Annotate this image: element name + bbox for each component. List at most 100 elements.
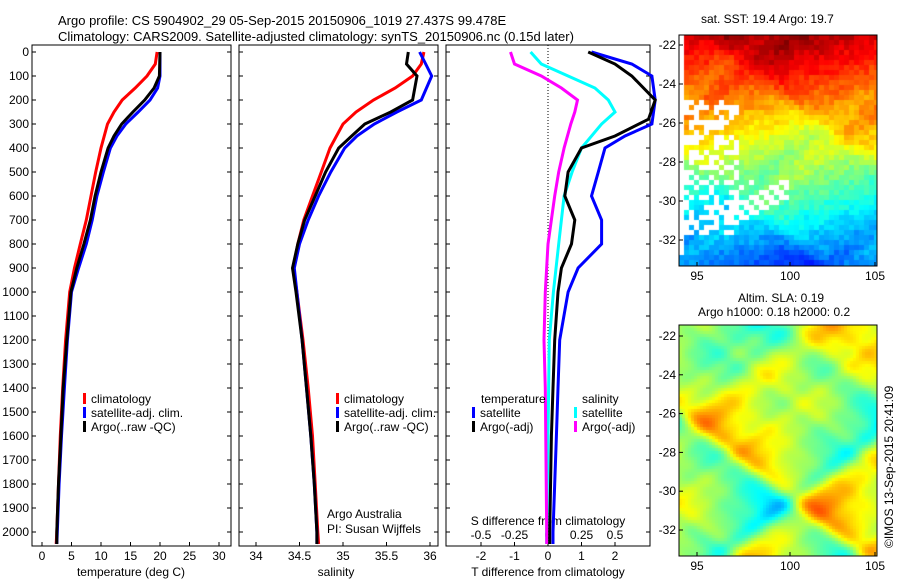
sst-map-title: sat. SST: 19.4 Argo: 19.7 [701, 12, 834, 26]
x-tick-label: 100 [780, 559, 800, 573]
x-axis-label: T difference from climatology [471, 565, 625, 579]
sla-map-image [679, 325, 877, 556]
x-tick-label: 30 [212, 549, 226, 563]
x-tick-label: 20 [153, 549, 167, 563]
legend-swatch [83, 393, 86, 404]
s-argo-line [509, 51, 580, 544]
y-tick-label: 1400 [2, 381, 29, 395]
legend-label: climatology [91, 392, 151, 406]
y-tick-label: 1100 [3, 309, 29, 323]
legend-swatch [336, 407, 339, 418]
y-tick-label: -26 [659, 407, 677, 421]
x-tick-label: 100 [780, 269, 800, 283]
x-tick-label: 95 [690, 559, 704, 573]
x-tick-label: 0 [545, 549, 552, 563]
y-tick-label: 600 [9, 189, 29, 203]
y-tick-label: -24 [659, 368, 677, 382]
legend-label: satellite [480, 406, 521, 420]
y-tick-label: 1200 [2, 333, 29, 347]
imos-credit: ©IMOS 13-Sep-2015 20:41:09 [882, 385, 896, 548]
x-tick-label: 35 [336, 549, 350, 563]
x-tick-label: 105 [865, 269, 885, 283]
sla-map-title1: Altim. SLA: 0.19 [738, 291, 824, 305]
x-tick-label: 95 [690, 269, 704, 283]
legend-label: Argo(..raw -QC) [344, 420, 429, 434]
map-axes-1: 95 100 105 -22 -24 -26 -28 -30 -32 [659, 324, 885, 573]
legend-swatch [83, 421, 86, 432]
y-tick-label: -22 [659, 38, 677, 52]
sla-map-title2: Argo h1000: 0.18 h2000: 0.2 [698, 305, 850, 319]
legend-title: temperature [481, 392, 546, 406]
x-tick-label: 15 [124, 549, 138, 563]
panel-temperature: 0 100 200 300 400 500 600 700 800 900 1000 1100 1200… [2, 44, 232, 547]
annotation: Argo Australia [327, 507, 402, 521]
legend-label: climatology [344, 392, 404, 406]
t-argo-line [548, 50, 657, 544]
y-tick-label: 200 [9, 93, 29, 107]
legend-label: satellite-adj. clim. [91, 406, 183, 420]
x-tick-label: -2 [476, 549, 487, 563]
y-tick-label: -22 [659, 329, 677, 343]
legend-swatch [83, 407, 86, 418]
annotation: PI: Susan Wijffels [327, 522, 421, 536]
y-tick-label: -24 [659, 77, 677, 91]
x-tick-label: 36 [423, 549, 437, 563]
y-tick-label: 2000 [2, 525, 29, 539]
y-tick-label: -28 [659, 445, 677, 459]
x-axis-label: temperature (deg C) [77, 565, 185, 579]
y-tick-label: 500 [9, 165, 29, 179]
legend-swatch [336, 421, 339, 432]
y-tick-label: 700 [9, 213, 29, 227]
salinity-line-2 [290, 51, 419, 544]
map-frame [678, 324, 878, 557]
x2-tick-label: -0.25 [501, 528, 529, 542]
title-line1: Argo profile: CS 5904902_29 05-Sep-2015 … [58, 13, 506, 28]
legend-label: Argo(-adj) [582, 420, 635, 434]
legend-label: Argo(..raw -QC) [91, 420, 176, 434]
y-tick-label: -30 [659, 484, 677, 498]
legend-title: salinity [582, 392, 619, 406]
plot-frame [31, 44, 232, 547]
map-axes-0: 95 100 105 -22 -24 -26 -28 -30 -32 [659, 34, 885, 283]
x2-tick-label: 0.25 [570, 528, 594, 542]
y-tick-label: -26 [659, 116, 677, 130]
y-tick-label: 400 [9, 141, 29, 155]
y-tick-label: -32 [659, 233, 677, 247]
y-tick-label: 900 [9, 261, 29, 275]
x-axis-label: salinity [318, 565, 355, 579]
y-tick-label: 1800 [2, 477, 29, 491]
legend-swatch [472, 421, 475, 432]
y-tick-label: 1700 [2, 453, 29, 467]
legend-label: Argo(-adj) [480, 420, 533, 434]
x-tick-label: 2 [612, 549, 619, 563]
legend-label: satellite [582, 406, 623, 420]
y-tick-label: 1600 [2, 429, 29, 443]
legend-swatch [472, 407, 475, 418]
y-tick-label: 100 [9, 69, 29, 83]
x-tick-label: 34 [249, 549, 263, 563]
salinity-line-0 [291, 51, 426, 545]
legend-swatch [574, 421, 577, 432]
legend-swatch [336, 393, 339, 404]
y-tick-label: -32 [659, 523, 677, 537]
y-tick-label: 1300 [2, 357, 29, 371]
map-frame [678, 34, 878, 267]
x-tick-label: 105 [865, 559, 885, 573]
x2-tick-label: -0.5 [471, 528, 492, 542]
title-line2: Climatology: CARS2009. Satellite-adjuste… [58, 29, 574, 44]
sst-map-image [679, 35, 877, 266]
y-tick-label: -30 [659, 194, 677, 208]
x-tick-label: 1 [578, 549, 585, 563]
x-tick-label: 34.5 [288, 549, 312, 563]
legend-label: satellite-adj. clim. [344, 406, 436, 420]
x-tick-label: 10 [94, 549, 108, 563]
plot-frame [238, 44, 439, 547]
x-tick-label: 5 [68, 549, 75, 563]
x-tick-label: 0 [39, 549, 46, 563]
x-tick-label: 25 [183, 549, 197, 563]
y-tick-label: 0 [22, 45, 29, 59]
x-tick-label: 35.5 [375, 549, 399, 563]
